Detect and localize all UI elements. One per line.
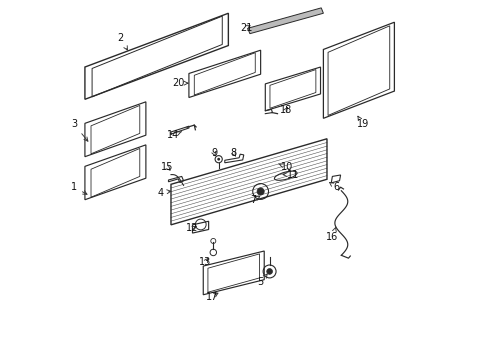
Text: 5: 5 xyxy=(257,274,266,287)
Text: 15: 15 xyxy=(161,162,173,172)
Text: 14: 14 xyxy=(166,130,182,140)
Circle shape xyxy=(266,269,272,274)
Circle shape xyxy=(217,158,220,161)
Text: 16: 16 xyxy=(325,227,338,242)
Text: 19: 19 xyxy=(356,116,368,129)
Text: 12: 12 xyxy=(186,224,198,233)
Text: 3: 3 xyxy=(71,120,88,141)
Text: 9: 9 xyxy=(210,148,217,158)
Text: 13: 13 xyxy=(199,257,211,267)
Text: 21: 21 xyxy=(240,23,252,33)
Text: 10: 10 xyxy=(278,162,293,172)
Text: 20: 20 xyxy=(172,78,187,88)
Text: 4: 4 xyxy=(157,188,170,198)
Text: 2: 2 xyxy=(118,33,127,50)
Text: 7: 7 xyxy=(250,195,259,205)
Text: 18: 18 xyxy=(279,105,291,115)
Text: 1: 1 xyxy=(71,182,87,194)
Circle shape xyxy=(257,188,264,195)
Text: 11: 11 xyxy=(283,170,299,180)
Text: 8: 8 xyxy=(230,148,236,158)
Polygon shape xyxy=(247,8,323,34)
Text: 6: 6 xyxy=(329,182,338,192)
Text: 17: 17 xyxy=(205,292,218,302)
